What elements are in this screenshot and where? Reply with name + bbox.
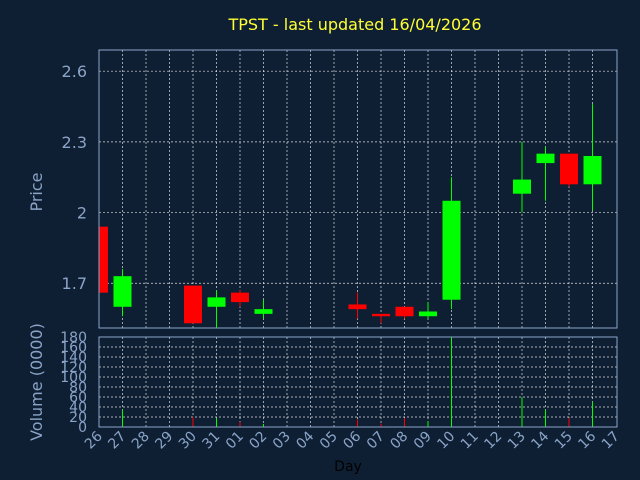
- volume-bars: [122, 337, 593, 427]
- candle: [98, 226, 108, 293]
- volume-tick-label: 180: [60, 330, 87, 346]
- price-grid: [99, 50, 617, 328]
- candle-body: [583, 156, 602, 185]
- candle-body: [560, 153, 578, 185]
- x-tick-label: 28: [129, 429, 153, 453]
- price-y-axis: 1.7 2 2.3 2.6: [62, 62, 87, 293]
- candle: [442, 177, 461, 310]
- candle: [184, 285, 202, 324]
- candle: [231, 290, 249, 307]
- volume-tick-label: 120: [60, 360, 87, 376]
- candle-body: [207, 297, 226, 307]
- price-tick-label: 2.6: [62, 62, 87, 81]
- x-tick-label: 12: [481, 429, 505, 453]
- price-tick-label: 1.7: [62, 274, 87, 293]
- x-tick-label: 01: [223, 429, 247, 453]
- volume-plot-frame: [98, 336, 618, 428]
- x-tick-label: 06: [340, 428, 364, 452]
- x-tick-label: 05: [317, 429, 341, 453]
- candle: [560, 153, 578, 187]
- candle-body: [348, 304, 367, 310]
- x-tick-label: 13: [505, 429, 529, 453]
- volume-tick-label: 140: [60, 350, 87, 366]
- volume-grid: [99, 336, 617, 428]
- candles: [98, 104, 602, 328]
- candle-body: [395, 306, 414, 317]
- price-tick-label: 2.3: [62, 133, 87, 152]
- candle: [113, 269, 132, 317]
- x-tick-label: 16: [575, 428, 599, 452]
- candle: [419, 302, 437, 319]
- candle: [207, 290, 226, 328]
- candle: [372, 313, 390, 324]
- price-panel: 1.7 2 2.3 2.6 Price: [27, 49, 618, 329]
- volume-tick-label: 100: [60, 370, 87, 386]
- price-tick-label: 2: [77, 204, 87, 223]
- candle-body: [513, 179, 531, 194]
- candle-body: [372, 313, 390, 317]
- candle: [254, 299, 273, 319]
- candle-body: [254, 309, 273, 314]
- volume-tick-label: 80: [69, 380, 87, 396]
- x-axis-label: Day: [334, 459, 362, 475]
- price-axis-label: Price: [27, 172, 46, 211]
- candle: [583, 104, 602, 211]
- x-tick-label: 11: [458, 429, 482, 453]
- x-tick-label: 29: [152, 429, 176, 453]
- x-tick-label: 10: [434, 429, 458, 453]
- volume-tick-label: 60: [69, 390, 87, 406]
- x-tick-label: 31: [199, 429, 223, 453]
- x-tick-label: 04: [293, 428, 317, 452]
- x-tick-label: 14: [528, 428, 552, 452]
- x-tick-label: 30: [176, 429, 200, 453]
- x-tick-label: 08: [387, 429, 411, 453]
- x-tick-label: 27: [105, 429, 129, 453]
- volume-tick-label: 40: [69, 400, 87, 416]
- candle-body: [419, 311, 437, 317]
- x-tick-label: 02: [246, 429, 270, 453]
- volume-tick-label: 20: [69, 410, 87, 426]
- x-tick-label: 07: [364, 429, 388, 453]
- candle-body: [442, 200, 461, 300]
- volume-tick-label: 0: [78, 420, 87, 436]
- x-tick-label: 09: [411, 429, 435, 453]
- volume-tick-label: 160: [60, 340, 87, 356]
- candle: [395, 306, 414, 319]
- candle: [513, 141, 531, 213]
- x-tick-label: 15: [552, 429, 576, 453]
- candle: [348, 292, 367, 319]
- candle-body: [536, 153, 555, 164]
- candle-body: [184, 285, 202, 324]
- x-axis: 26 27 28 29 30 31 01 02 03 04 05 06 07 08 09 10 11 12 13 14…: [82, 428, 623, 452]
- volume-axis-label: Volume (0000): [27, 323, 46, 441]
- candle-body: [113, 276, 132, 307]
- x-tick-label: 03: [270, 429, 294, 453]
- candle-body: [99, 226, 108, 293]
- x-tick-label: 17: [599, 429, 623, 453]
- chart-title: TPST - last updated 16/04/2026: [227, 15, 481, 34]
- price-plot-frame: [98, 49, 618, 329]
- candle: [536, 146, 555, 201]
- candle-body: [231, 292, 249, 303]
